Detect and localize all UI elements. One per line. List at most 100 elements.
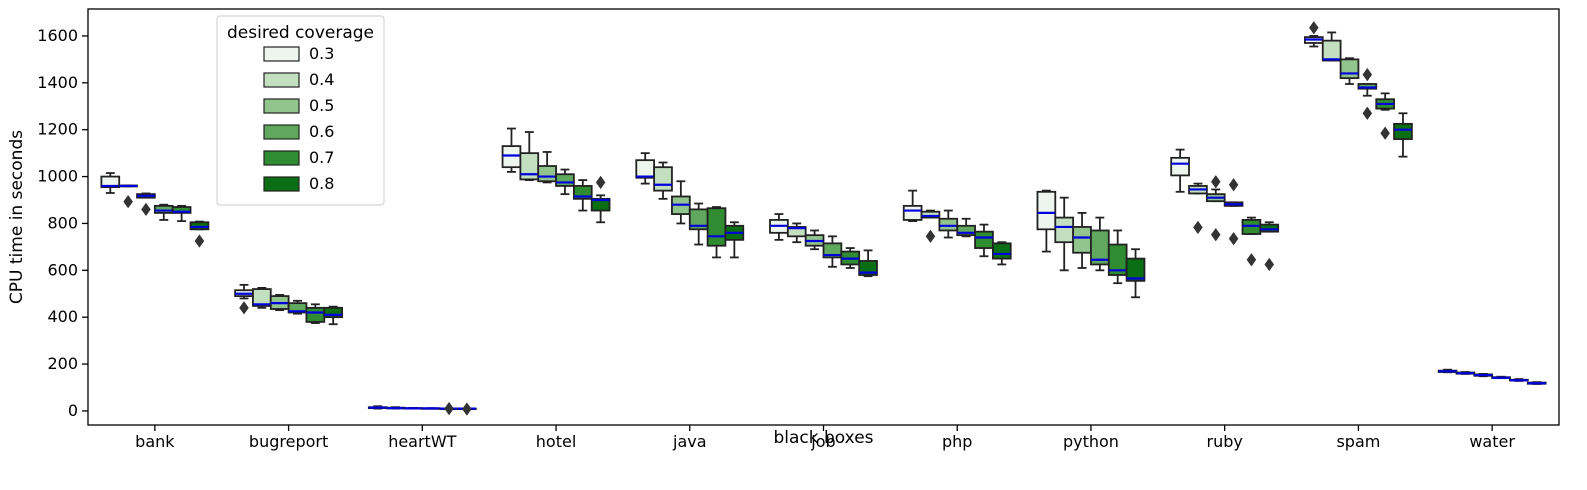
box-iqr (938, 217, 959, 232)
box-iqr (1125, 257, 1146, 282)
x-axis: bank bugreport heartWT hotel java job php pytho… (135, 425, 1515, 451)
box-group (1107, 229, 1128, 285)
legend-label: 0.8 (309, 174, 334, 193)
outlier-marker (239, 301, 249, 315)
box-group (938, 209, 959, 239)
box-group (1393, 112, 1413, 158)
box-group (457, 402, 477, 416)
y-tick-label: 0 (68, 401, 78, 420)
legend-swatch (263, 150, 300, 166)
box-group (1170, 148, 1190, 193)
x-tick-label: bank (135, 432, 175, 451)
y-tick-label: 1400 (37, 73, 78, 92)
legend-swatch (263, 72, 300, 88)
outlier-marker (1210, 227, 1221, 242)
box-group (555, 168, 575, 196)
box-iqr (171, 206, 192, 214)
box-group (1188, 182, 1208, 235)
box-iqr (555, 173, 575, 187)
x-tick-label: spam (1336, 432, 1380, 451)
box-iqr (822, 242, 843, 259)
y-axis-title: CPU time in seconds (7, 130, 27, 304)
box-group (385, 406, 406, 410)
box-iqr (537, 165, 557, 183)
box-group (974, 223, 994, 258)
box-group (234, 283, 254, 315)
box-iqr (1357, 83, 1378, 90)
box-group (1321, 31, 1342, 62)
box-iqr (1321, 39, 1342, 62)
y-tick-label: 400 (47, 307, 78, 326)
y-tick-label: 600 (47, 260, 78, 279)
box-group (1205, 174, 1226, 242)
box-group (1339, 57, 1360, 85)
box-iqr (991, 242, 1012, 260)
x-tick-label: bugreport (249, 432, 328, 451)
x-axis-title: black boxes (773, 428, 873, 448)
legend-label: 0.6 (309, 122, 334, 141)
box-iqr (189, 221, 210, 231)
outlier-marker (1246, 253, 1257, 267)
legend-swatch (263, 124, 300, 140)
box-group (1455, 371, 1476, 375)
outlier-marker (1264, 257, 1275, 272)
legend-swatch (263, 176, 300, 192)
outlier-marker (1228, 178, 1239, 192)
outlier-marker (1362, 106, 1373, 121)
box-iqr (635, 159, 656, 179)
box-iqr (1241, 219, 1262, 235)
x-tick-label: job (810, 432, 835, 451)
box-group (902, 189, 923, 223)
outlier-marker (194, 234, 205, 248)
box-group (724, 221, 745, 259)
box-iqr (653, 166, 673, 192)
box-group (786, 222, 807, 244)
box-iqr (153, 204, 174, 214)
box-group (1223, 178, 1244, 246)
box-group (1054, 196, 1075, 272)
box-group (1072, 211, 1092, 269)
box-iqr (902, 204, 923, 221)
box-iqr (858, 260, 878, 276)
box-group (653, 161, 673, 200)
box-group (439, 401, 459, 416)
box-group (1304, 21, 1324, 48)
legend-label: 0.5 (309, 96, 334, 115)
y-axis: 0 200 400 600 800 1000 1200 1400 1600 (37, 26, 88, 420)
box-iqr (1054, 216, 1075, 244)
box-group (1125, 248, 1146, 299)
legend-frame (216, 15, 385, 206)
outlier-marker (1309, 21, 1319, 35)
box-group (118, 184, 138, 209)
y-tick-label: 1600 (37, 26, 78, 45)
outlier-marker (123, 194, 133, 209)
box-iqr (974, 230, 994, 249)
y-tick-label: 1200 (37, 120, 78, 139)
y-tick-label: 200 (47, 354, 78, 373)
box-group (171, 204, 192, 223)
legend-label: 0.7 (309, 148, 334, 167)
outlier-marker (1380, 126, 1390, 140)
box-group (367, 405, 388, 410)
outlier-marker (1228, 231, 1239, 246)
box-iqr (1339, 58, 1360, 80)
box-iqr (920, 210, 941, 219)
box-iqr (786, 226, 807, 238)
boxes-layer (100, 21, 1547, 416)
box-iqr (1170, 156, 1190, 177)
box-iqr (590, 197, 611, 212)
box-group (1473, 373, 1494, 378)
box-iqr (1036, 190, 1057, 231)
outlier-marker (595, 175, 606, 190)
legend-title: desired coverage (227, 23, 374, 43)
x-tick-label: ruby (1207, 432, 1243, 451)
box-group (1437, 368, 1458, 374)
box-group (1259, 221, 1280, 272)
box-group (635, 152, 656, 185)
box-group (421, 407, 442, 410)
x-tick-label: java (672, 432, 707, 451)
outlier-marker (1362, 67, 1373, 82)
legend-label: 0.3 (309, 44, 334, 63)
legend-swatch (263, 98, 300, 114)
